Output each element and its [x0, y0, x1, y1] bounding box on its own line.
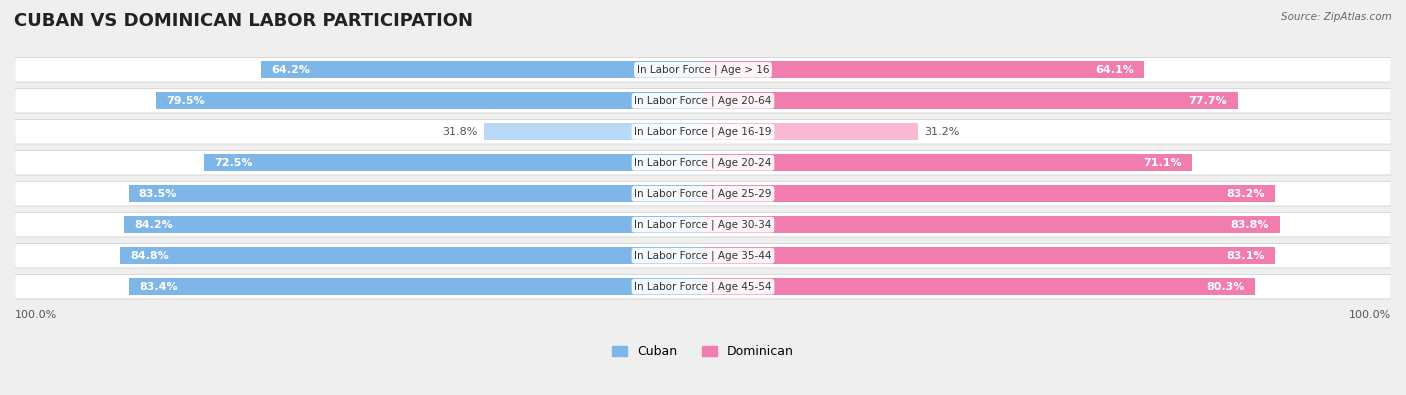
FancyBboxPatch shape [15, 275, 1391, 299]
Text: 83.8%: 83.8% [1230, 220, 1270, 230]
FancyBboxPatch shape [15, 120, 1391, 144]
Text: 77.7%: 77.7% [1188, 96, 1227, 106]
Bar [129, 278, 703, 295]
Text: In Labor Force | Age 30-34: In Labor Force | Age 30-34 [634, 220, 772, 230]
Bar [484, 123, 703, 140]
Text: 83.2%: 83.2% [1226, 189, 1265, 199]
Text: In Labor Force | Age 20-24: In Labor Force | Age 20-24 [634, 158, 772, 168]
Text: In Labor Force | Age > 16: In Labor Force | Age > 16 [637, 64, 769, 75]
Text: In Labor Force | Age 35-44: In Labor Force | Age 35-44 [634, 250, 772, 261]
Bar [703, 247, 1275, 264]
Text: 83.5%: 83.5% [139, 189, 177, 199]
Text: 31.2%: 31.2% [925, 127, 960, 137]
Bar [204, 154, 703, 171]
Bar [120, 247, 703, 264]
Bar [703, 61, 1144, 78]
Text: In Labor Force | Age 16-19: In Labor Force | Age 16-19 [634, 126, 772, 137]
Text: Source: ZipAtlas.com: Source: ZipAtlas.com [1281, 12, 1392, 22]
Text: 100.0%: 100.0% [1348, 310, 1391, 320]
Text: 72.5%: 72.5% [215, 158, 253, 168]
FancyBboxPatch shape [15, 213, 1391, 237]
FancyBboxPatch shape [15, 181, 1391, 206]
Bar [703, 216, 1279, 233]
Text: 84.8%: 84.8% [129, 251, 169, 261]
Text: 31.8%: 31.8% [441, 127, 477, 137]
Text: 84.2%: 84.2% [134, 220, 173, 230]
Bar [703, 278, 1256, 295]
Text: In Labor Force | Age 45-54: In Labor Force | Age 45-54 [634, 281, 772, 292]
Bar [156, 92, 703, 109]
Text: 80.3%: 80.3% [1206, 282, 1246, 292]
Bar [703, 185, 1275, 202]
Bar [703, 154, 1192, 171]
Text: 64.2%: 64.2% [271, 65, 311, 75]
Bar [128, 185, 703, 202]
Bar [124, 216, 703, 233]
FancyBboxPatch shape [15, 88, 1391, 113]
Text: In Labor Force | Age 20-64: In Labor Force | Age 20-64 [634, 96, 772, 106]
Text: 83.4%: 83.4% [139, 282, 179, 292]
Text: CUBAN VS DOMINICAN LABOR PARTICIPATION: CUBAN VS DOMINICAN LABOR PARTICIPATION [14, 12, 472, 30]
Text: 79.5%: 79.5% [166, 96, 205, 106]
Text: 64.1%: 64.1% [1095, 65, 1133, 75]
Bar [262, 61, 703, 78]
FancyBboxPatch shape [15, 243, 1391, 268]
Legend: Cuban, Dominican: Cuban, Dominican [607, 340, 799, 363]
Bar [703, 92, 1237, 109]
Bar [703, 123, 918, 140]
Text: 83.1%: 83.1% [1226, 251, 1264, 261]
Text: In Labor Force | Age 25-29: In Labor Force | Age 25-29 [634, 188, 772, 199]
Text: 100.0%: 100.0% [15, 310, 58, 320]
FancyBboxPatch shape [15, 150, 1391, 175]
Text: 71.1%: 71.1% [1143, 158, 1182, 168]
FancyBboxPatch shape [15, 58, 1391, 82]
